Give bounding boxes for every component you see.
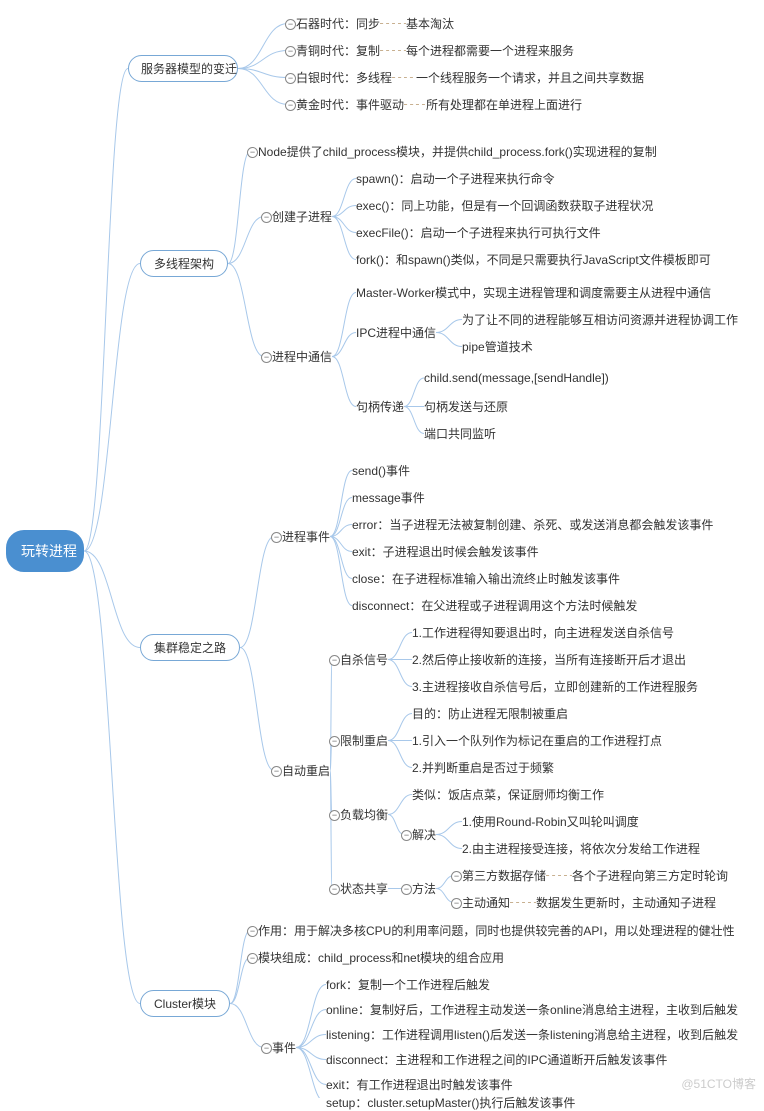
node-n3c: 自动重启	[282, 762, 330, 779]
node-n1c2: 一个线程服务一个请求，并且之间共享数据	[416, 69, 644, 86]
node-n1[interactable]: 服务器模型的变迁	[128, 55, 238, 82]
node-n3c2b1: 1.使用Round-Robin又叫轮叫调度	[462, 813, 639, 830]
node-n4c1: fork：复制一个工作进程后触发	[326, 976, 490, 993]
node-n4c6: setup：cluster.setupMaster()执行后触发该事件	[326, 1094, 575, 1111]
toggle-icon[interactable]: −	[261, 352, 272, 363]
node-n2c2b: pipe管道技术	[462, 338, 533, 355]
toggle-icon[interactable]: −	[285, 100, 296, 111]
node-n2c3: 句柄传递	[356, 398, 404, 415]
node-n3a1: send()事件	[352, 462, 410, 479]
node-n3a3: error：当子进程无法被复制创建、杀死、或发送消息都会触发该事件	[352, 516, 713, 533]
node-n3b2: 2.然后停止接收新的连接，当所有连接断开后才退出	[412, 651, 686, 668]
node-n3c3a1: 第三方数据存储	[462, 867, 546, 884]
node-n3c1: 限制重启	[340, 732, 388, 749]
toggle-icon[interactable]: −	[329, 884, 340, 895]
node-n2b: 创建子进程	[272, 208, 332, 225]
node-n2c3b: 句柄发送与还原	[424, 398, 508, 415]
node-n3c2: 负载均衡	[340, 806, 388, 823]
toggle-icon[interactable]: −	[451, 898, 462, 909]
node-n2[interactable]: 多线程架构	[140, 250, 228, 277]
node-n4c4: disconnect：主进程和工作进程之间的IPC通道断开后触发该事件	[326, 1051, 667, 1068]
node-n1b2: 每个进程都需要一个进程来服务	[406, 42, 574, 59]
node-n3c2a: 类似：饭店点菜，保证厨师均衡工作	[412, 786, 604, 803]
toggle-icon[interactable]: −	[329, 736, 340, 747]
node-n1d: 黄金时代：事件驱动	[296, 96, 404, 113]
node-n1c: 白银时代：多线程	[296, 69, 392, 86]
node-n3c3a1b: 各个子进程向第三方定时轮询	[572, 867, 728, 884]
node-root[interactable]: 玩转进程	[6, 530, 84, 572]
toggle-icon[interactable]: −	[247, 953, 258, 964]
node-n2c: 进程中通信	[272, 348, 332, 365]
node-n1d2: 所有处理都在单进程上面进行	[426, 96, 582, 113]
node-n2c2a: 为了让不同的进程能够互相访问资源并进程协调工作	[462, 311, 738, 328]
node-n3a: 进程事件	[282, 528, 330, 545]
node-n2c3a: child.send(message,[sendHandle])	[424, 371, 609, 385]
node-n3a6: disconnect：在父进程或子进程调用这个方法时候触发	[352, 597, 637, 614]
toggle-icon[interactable]: −	[271, 532, 282, 543]
node-n3c1b: 1.引入一个队列作为标记在重启的工作进程打点	[412, 732, 662, 749]
toggle-icon[interactable]: −	[401, 884, 412, 895]
node-n3c2b2: 2.由主进程接受连接，将依次分发给工作进程	[462, 840, 700, 857]
node-n3[interactable]: 集群稳定之路	[140, 634, 240, 661]
toggle-icon[interactable]: −	[329, 810, 340, 821]
node-n1a: 石器时代：同步	[296, 15, 380, 32]
node-n2c2: IPC进程中通信	[356, 324, 436, 341]
node-n2a: Node提供了child_process模块，并提供child_process.…	[258, 143, 657, 160]
node-n3c2b: 解决	[412, 826, 436, 843]
node-n2b4: fork()：和spawn()类似，不同是只需要执行JavaScript文件模板…	[356, 251, 711, 268]
node-n1a2: 基本淘汰	[406, 15, 454, 32]
node-n2c3c: 端口共同监听	[424, 425, 496, 442]
node-n2b2: exec()：同上功能，但是有一个回调函数获取子进程状况	[356, 197, 653, 214]
node-n3c3a2: 主动通知	[462, 894, 510, 911]
node-n3b1: 1.工作进程得知要退出时，向主进程发送自杀信号	[412, 624, 674, 641]
toggle-icon[interactable]: −	[247, 926, 258, 937]
toggle-icon[interactable]: −	[451, 871, 462, 882]
node-n3c1c: 2.并判断重启是否过于频繁	[412, 759, 554, 776]
node-n3c1a: 目的：防止进程无限制被重启	[412, 705, 568, 722]
node-n2c1: Master-Worker模式中，实现主进程管理和调度需要主从进程中通信	[356, 284, 711, 301]
toggle-icon[interactable]: −	[401, 830, 412, 841]
node-n3a4: exit：子进程退出时候会触发该事件	[352, 543, 539, 560]
node-n4c2: online：复制好后，工作进程主动发送一条online消息给主进程，主收到后触…	[326, 1001, 738, 1018]
node-n3a5: close：在子进程标准输入输出流终止时触发该事件	[352, 570, 620, 587]
node-n3c3: 状态共享	[340, 880, 388, 897]
toggle-icon[interactable]: −	[285, 73, 296, 84]
node-n3a2: message事件	[352, 489, 425, 506]
node-n3b: 自杀信号	[340, 651, 388, 668]
node-n2b3: execFile()：启动一个子进程来执行可执行文件	[356, 224, 601, 241]
node-n3b3: 3.主进程接收自杀信号后，立即创建新的工作进程服务	[412, 678, 698, 695]
node-n4b: 模块组成：child_process和net模块的组合应用	[258, 949, 504, 966]
toggle-icon[interactable]: −	[285, 46, 296, 57]
toggle-icon[interactable]: −	[329, 655, 340, 666]
node-n3c3a: 方法	[412, 880, 436, 897]
node-n3c3a2b: 数据发生更新时，主动通知子进程	[536, 894, 716, 911]
node-n4c5: exit：有工作进程退出时触发该事件	[326, 1076, 513, 1093]
watermark: @51CTO博客	[681, 1075, 756, 1092]
toggle-icon[interactable]: −	[247, 147, 258, 158]
node-n4c: 事件	[272, 1039, 296, 1056]
toggle-icon[interactable]: −	[261, 1043, 272, 1054]
node-n1b: 青铜时代：复制	[296, 42, 380, 59]
toggle-icon[interactable]: −	[261, 212, 272, 223]
node-n4c3: listening：工作进程调用listen()后发送一条listening消息…	[326, 1026, 738, 1043]
toggle-icon[interactable]: −	[271, 766, 282, 777]
node-n4[interactable]: Cluster模块	[140, 990, 230, 1017]
toggle-icon[interactable]: −	[285, 19, 296, 30]
node-n4a: 作用：用于解决多核CPU的利用率问题，同时也提供较完善的API，用以处理进程的健…	[258, 922, 735, 939]
node-n2b1: spawn()：启动一个子进程来执行命令	[356, 170, 555, 187]
